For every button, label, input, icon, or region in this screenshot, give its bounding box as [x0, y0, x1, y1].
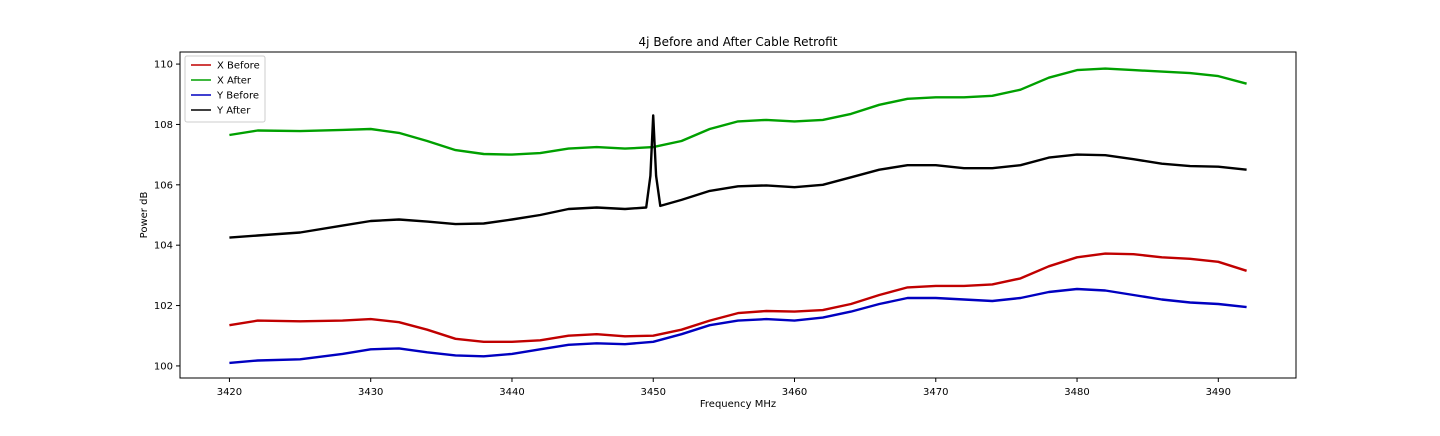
series-group	[229, 67, 1247, 365]
y-tick-label: 110	[154, 60, 173, 71]
series-line-y-after	[229, 114, 1247, 239]
x-tick-label: 3480	[1064, 387, 1089, 398]
x-axis-label: Frequency MHz	[700, 399, 776, 410]
series-line-y-before	[229, 287, 1247, 365]
x-tick-label: 3440	[499, 387, 524, 398]
x-axis: 3420 3430 3440 3450 3460 3470 3480 3490	[217, 378, 1231, 398]
x-tick-label: 3420	[217, 387, 242, 398]
y-tick-label: 104	[154, 241, 173, 252]
plot-frame	[179, 51, 1297, 379]
y-tick-label: 106	[154, 180, 173, 191]
x-tick-label: 3470	[923, 387, 948, 398]
x-tick-label: 3460	[782, 387, 807, 398]
y-axis: 100 102 104 106 108 110	[154, 60, 180, 372]
legend-box	[184, 55, 266, 123]
legend-label: Y Before	[216, 91, 259, 102]
legend: X Before X After Y Before Y After	[184, 55, 266, 123]
series-line-x-before	[229, 252, 1247, 343]
series-line-x-after	[229, 67, 1247, 156]
legend-label: Y After	[216, 106, 251, 117]
x-tick-label: 3430	[358, 387, 383, 398]
chart-title: 4j Before and After Cable Retrofit	[639, 35, 838, 49]
y-axis-label: Power dB	[139, 192, 150, 239]
legend-label: X Before	[217, 61, 260, 72]
x-tick-label: 3450	[641, 387, 666, 398]
y-tick-label: 108	[154, 120, 173, 131]
x-tick-label: 3490	[1206, 387, 1231, 398]
y-tick-label: 102	[154, 301, 173, 312]
y-tick-label: 100	[154, 361, 173, 372]
legend-label: X After	[217, 76, 252, 87]
